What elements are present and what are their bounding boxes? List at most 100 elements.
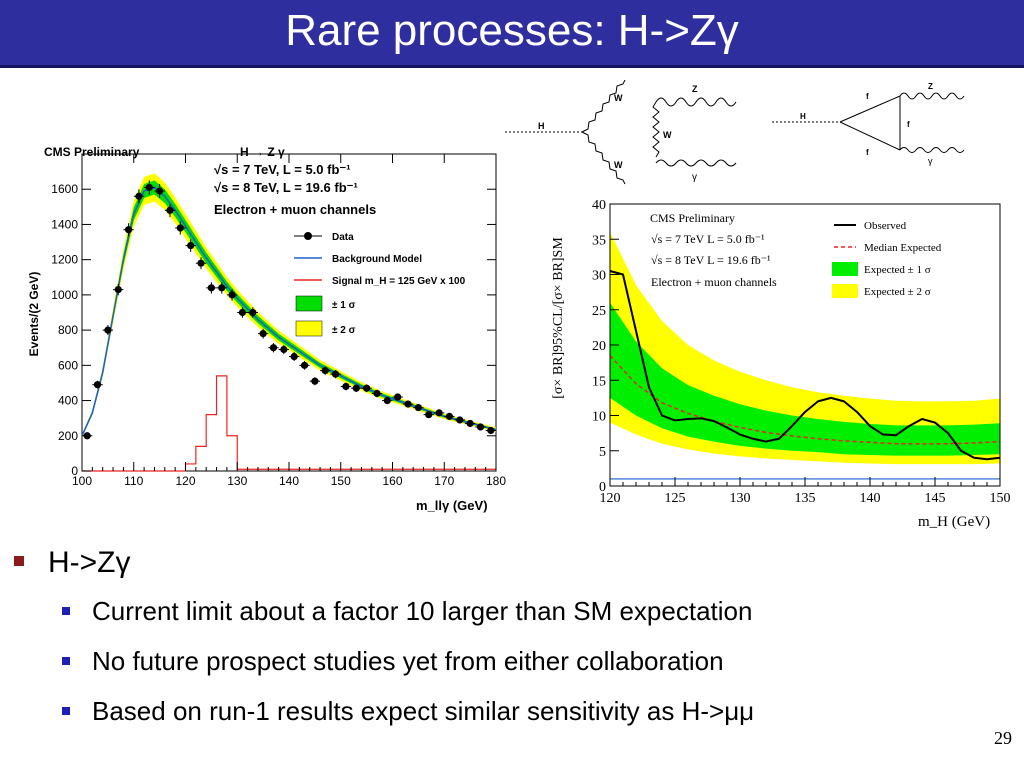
data-point — [278, 344, 289, 355]
y-tick-label: 15 — [592, 374, 606, 389]
data-point — [402, 400, 414, 408]
bullet-marker — [14, 556, 24, 566]
x-tick-label: 125 — [665, 491, 686, 506]
channel-label: Electron + muon channels — [214, 202, 376, 217]
data-point — [289, 352, 300, 362]
data-point — [464, 419, 476, 428]
data-point — [454, 416, 465, 424]
data-point — [206, 282, 217, 294]
plot-frame — [81, 153, 497, 472]
y-tick-label: 10 — [592, 410, 606, 425]
x-tick-label: 130 — [730, 491, 751, 506]
limit-chart: 120 125 130 135 140 145 150 0 5 10 15 20 25 30 35 40 CM… — [540, 194, 1012, 534]
y-tick-label: 600 — [58, 358, 78, 372]
label-w2: W — [663, 130, 672, 140]
legend-expected-label: Median Expected — [864, 242, 942, 254]
y-tick-label: 1200 — [51, 253, 78, 267]
data-point — [133, 189, 145, 204]
observed-line — [609, 270, 1001, 461]
lumi-label-8tev: √s = 8 TeV, L = 19.6 fb⁻¹ — [214, 180, 358, 195]
x-tick-label: 130 — [227, 474, 247, 488]
x-tick-label: 120 — [175, 474, 195, 488]
feynman-diagram-w-loop: H W W W Z γ — [505, 80, 737, 185]
bullet-marker — [62, 707, 70, 715]
legend-data-marker — [304, 232, 312, 240]
y-tick-label: 1000 — [51, 288, 78, 302]
data-point — [485, 426, 496, 435]
legend-1sigma-swatch — [832, 262, 858, 276]
legend-2sigma-label: ± 2 σ — [332, 325, 356, 336]
data-point — [309, 377, 321, 386]
data-point — [123, 223, 134, 237]
feynman-diagram-f-loop: H f f f Z γ — [772, 82, 965, 166]
y-axis-label: [σ× BR]95%CL/[σ× BR]SM — [551, 237, 566, 399]
x-axis-label: m_llγ (GeV) — [416, 498, 488, 513]
x-tick-label: 140 — [279, 474, 299, 488]
data-point — [433, 409, 445, 417]
label-f2: f — [907, 120, 910, 129]
label-h: H — [538, 121, 545, 131]
x-tick-label: 120 — [600, 491, 621, 506]
label-z: Z — [928, 82, 933, 91]
data-point — [216, 282, 227, 294]
x-tick-label: 170 — [434, 474, 454, 488]
data-point — [382, 396, 393, 405]
y-tick-label: 1400 — [51, 217, 78, 231]
z-line — [655, 97, 737, 107]
legend-2sigma-swatch — [832, 284, 858, 298]
y-tick-label: 400 — [58, 394, 78, 408]
lumi-label-7tev: √s = 7 TeV L = 5.0 fb⁻¹ — [651, 232, 765, 246]
y-tick-label: 800 — [58, 323, 78, 337]
legend-data-label: Data — [332, 232, 354, 243]
legend: Data Background Model Signal m_H = 125 G… — [294, 232, 466, 337]
legend-1sigma-label: Expected ± 1 σ — [864, 264, 931, 276]
label-gamma: γ — [928, 156, 933, 166]
data-point — [154, 183, 165, 199]
data-point — [268, 343, 279, 353]
bullet-marker — [62, 607, 70, 615]
legend-signal-label: Signal m_H = 125 GeV x 100 — [332, 276, 466, 287]
fermion-line-upper — [839, 95, 901, 123]
data-point — [247, 307, 258, 318]
cms-label: CMS Preliminary — [44, 145, 140, 159]
bullet-list: H->Zγ Current limit about a factor 10 la… — [0, 536, 1024, 736]
y-tick-label: 5 — [599, 445, 606, 460]
w-line-vertical — [652, 101, 660, 158]
y-tick-label: 25 — [592, 304, 606, 319]
label-f1: f — [866, 92, 869, 101]
data-point — [92, 380, 103, 389]
channel-label: Electron + muon channels — [651, 275, 777, 289]
data-point — [226, 289, 238, 301]
data-point — [340, 382, 352, 391]
legend-1sigma-label: ± 1 σ — [332, 300, 356, 311]
lumi-label-8tev: √s = 8 TeV L = 19.6 fb⁻¹ — [651, 253, 771, 267]
bullet-text: Based on run-1 results expect similar se… — [92, 696, 755, 726]
x-tick-label: 140 — [860, 491, 881, 506]
bullet-text: No future prospect studies yet from eith… — [92, 646, 724, 676]
median-expected-line — [609, 355, 1001, 445]
x-tick-label: 110 — [124, 474, 143, 488]
process-label: H → Z γ — [240, 145, 285, 159]
legend-2sigma-swatch — [295, 320, 323, 337]
y-tick-label: 0 — [599, 480, 606, 495]
x-tick-label: 150 — [990, 491, 1011, 506]
page-number: 29 — [994, 728, 1012, 748]
bullet-text: H->Zγ — [48, 546, 131, 579]
bullet-text: Current limit about a factor 10 larger t… — [92, 596, 753, 626]
x-tick-label: 135 — [795, 491, 816, 506]
x-tick-label: 145 — [925, 491, 946, 506]
cms-label: CMS Preliminary — [650, 211, 735, 225]
data-point — [413, 404, 424, 412]
data-point — [361, 384, 372, 393]
title-bar: Rare processes: H->Zγ — [0, 0, 1024, 68]
legend: Observed Median Expected Expected ± 1 σ … — [826, 214, 986, 302]
data-point — [392, 393, 403, 401]
data-point — [320, 366, 331, 375]
data-point — [257, 328, 269, 339]
y-tick-label: 30 — [592, 269, 606, 284]
label-w3: W — [614, 160, 623, 170]
data-point — [144, 180, 155, 195]
x-tick-label: 150 — [331, 474, 351, 488]
lumi-label-7tev: √s = 7 TeV, L = 5.0 fb⁻¹ — [214, 162, 351, 177]
x-axis-label: m_H (GeV) — [918, 514, 990, 530]
